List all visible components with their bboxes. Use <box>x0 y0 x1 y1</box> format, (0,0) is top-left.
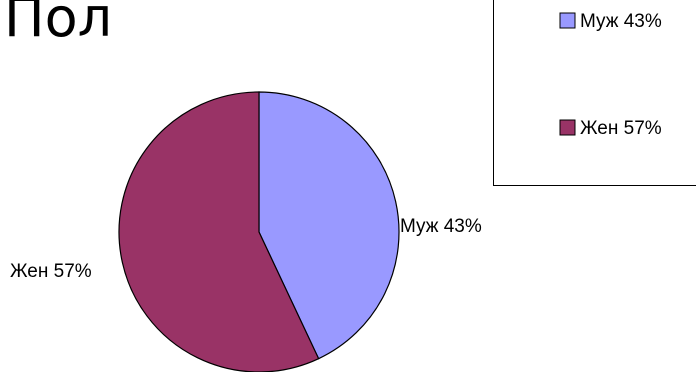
legend: Муж 43% Жен 57% <box>493 0 696 186</box>
legend-label-muzh: Муж 43% <box>580 11 662 32</box>
slice-label-muzh: Муж 43% <box>400 216 482 237</box>
legend-swatch-muzh <box>559 12 576 29</box>
legend-swatch-zhen <box>559 119 576 136</box>
legend-label-zhen: Жен 57% <box>580 118 662 139</box>
slice-label-zhen: Жен 57% <box>10 261 92 282</box>
chart-title: Пол <box>4 0 112 49</box>
pie-slice-muzh <box>258 91 400 360</box>
legend-box <box>493 0 696 186</box>
pie-slices <box>118 91 400 372</box>
